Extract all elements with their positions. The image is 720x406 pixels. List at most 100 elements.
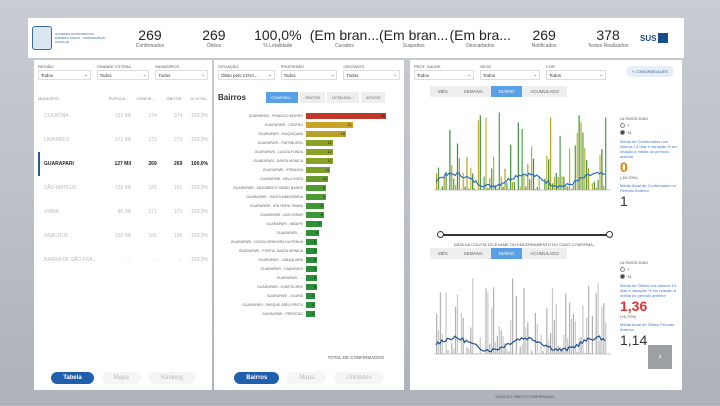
cell-name: BARRA DE SÃO FRA... (44, 257, 106, 263)
series-bar (512, 182, 513, 190)
comorbidades-button[interactable]: + COMORBIDADES (626, 66, 674, 77)
series-bar (531, 146, 532, 190)
series-bar (497, 336, 498, 354)
cell-name: ARACRUZ (44, 233, 106, 239)
pill-ativos[interactable]: ATIVOS (361, 92, 385, 103)
series-bar (455, 185, 456, 190)
series-bar (594, 182, 595, 190)
series-bar (523, 175, 524, 190)
cell-obit: 171 (157, 209, 183, 215)
slider-handle-start[interactable] (437, 231, 444, 238)
series-bar (542, 351, 543, 354)
series-bar (436, 314, 437, 354)
tab-mapa[interactable]: Mapa (102, 372, 141, 384)
bar-row[interactable]: GUARAPARI - ...5 (218, 273, 400, 282)
seg1-semana[interactable]: SEMANA (456, 86, 491, 97)
table-row[interactable]: BARRA DE SÃO FRA............100,0% (38, 248, 212, 272)
series-bar (510, 145, 511, 190)
tab-bairros[interactable]: Bairros (234, 372, 279, 384)
cell-name: LINHARES (44, 137, 106, 143)
series-bar (485, 118, 486, 190)
series-bar (605, 323, 606, 354)
date-slider-1[interactable] (440, 234, 610, 236)
slider-handle-end[interactable] (606, 231, 613, 238)
seg2-mes[interactable]: MÊS (430, 248, 456, 259)
series-bar (449, 130, 450, 190)
tab-mapa-bairros[interactable]: Mapa (287, 372, 326, 384)
play-icon[interactable]: › (648, 345, 672, 369)
radio2-14[interactable]: 14 (620, 274, 678, 279)
bar-label: GUARAPARI - LAGOA FUNDA (218, 150, 306, 154)
tab-ranking[interactable]: Ranking (149, 372, 195, 384)
sus-logo: SUS (640, 33, 684, 43)
tab-unidades[interactable]: Unidades (334, 372, 383, 384)
seg1-acumulado[interactable]: ACUMULADO (522, 86, 567, 97)
kpi-suspeitos: (Em bran...Suspeitos (379, 27, 448, 49)
radio-14[interactable]: 14 (620, 130, 678, 135)
bar-row[interactable]: GUARAPARI - ...6 (218, 228, 400, 237)
pill-obitos[interactable]: ÓBITOS (300, 92, 325, 103)
pill-letalidade[interactable]: LETALIDA... (327, 92, 359, 103)
seg2-acumulado[interactable]: ACUMULADO (522, 248, 567, 259)
cell-obit: 273 (157, 137, 183, 143)
side-text-3: Média de Óbitos nos últimos 14 dias e va… (620, 283, 678, 298)
series-bar (444, 177, 445, 190)
pill-confirmados[interactable]: CONFIRM... (266, 92, 298, 103)
seg1-diario[interactable]: DIÁRIO (491, 86, 523, 97)
radio-7[interactable]: 7 (620, 123, 678, 128)
series-bar (548, 159, 549, 190)
series-bar (560, 136, 561, 190)
chevron-down-icon: ⌄ (331, 72, 335, 78)
kpi-letalidade: 100,0%% Letalidade (246, 27, 310, 49)
series-bar (522, 129, 523, 190)
seg2-diario[interactable]: DIÁRIO (491, 248, 523, 259)
bar-label: GUARAPARI - OLARIA (218, 294, 306, 298)
seg2-semana[interactable]: SEMANA (456, 248, 491, 259)
series-bar (495, 342, 496, 354)
radio2-7[interactable]: 7 (620, 267, 678, 272)
bar: 10 (306, 176, 328, 182)
tab-tabela[interactable]: Tabela (51, 372, 94, 384)
confirmados-chart: MÊS SEMANA DIÁRIO ACUMULADO DATA DA COLE… (410, 84, 682, 244)
cell-let: 100,0% (182, 257, 208, 263)
seg1-mes[interactable]: MÊS (430, 86, 456, 97)
bar-label: GUARAPARI - CENTRO (218, 123, 306, 127)
bar-label: GUARAPARI - ADALBERTO SIMÃO NADER (218, 186, 306, 190)
